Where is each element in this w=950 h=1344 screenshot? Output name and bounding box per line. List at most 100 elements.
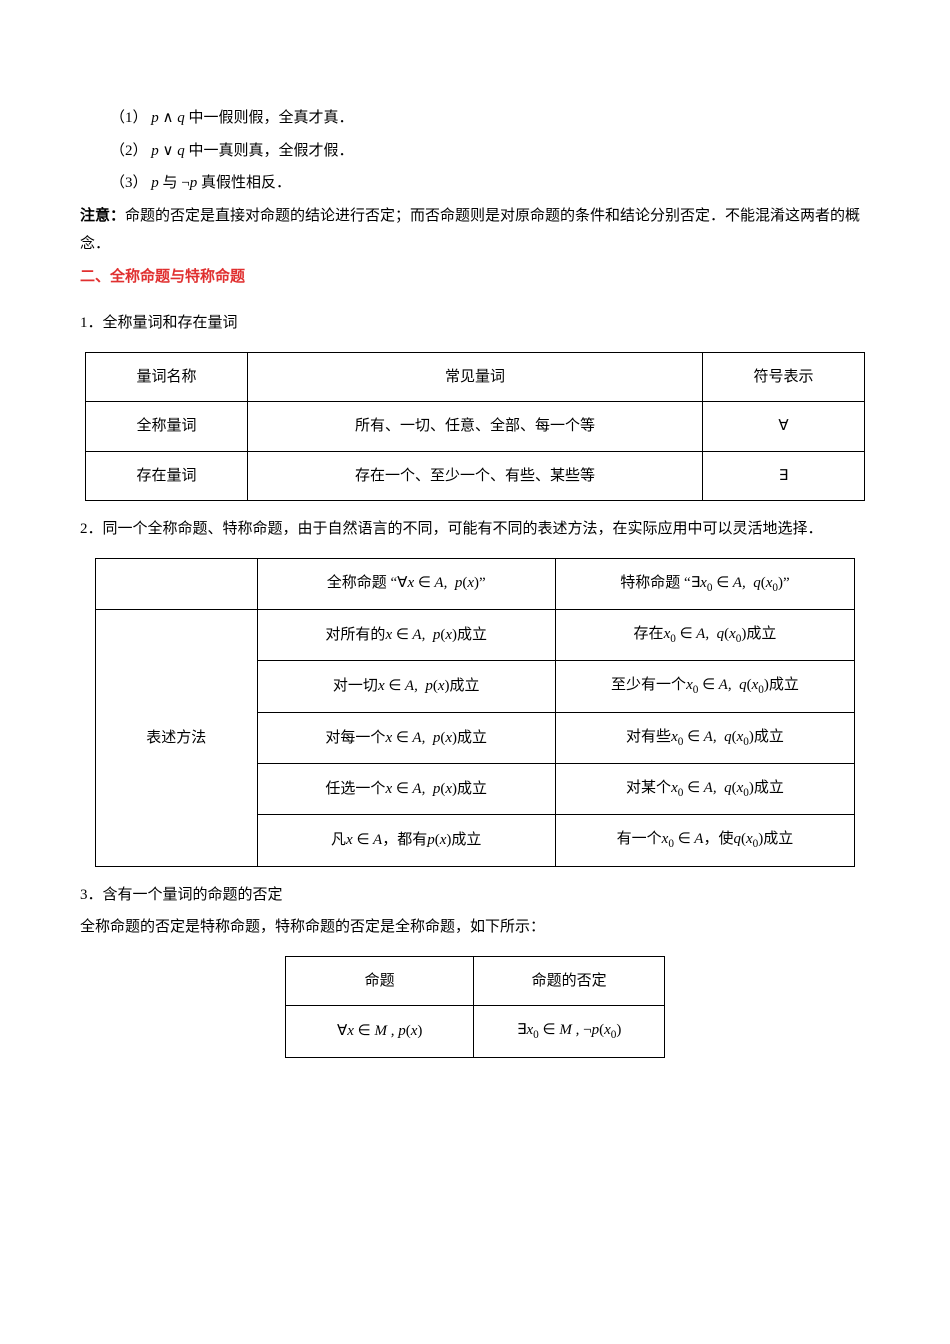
text: 全称命题 “ (327, 575, 397, 591)
t2-r1a: 对所有的x ∈ A, p(x)成立 (257, 609, 555, 660)
text: 存在 (634, 626, 664, 642)
math: x ∈ A, p(x) (385, 781, 457, 797)
math-p-or-q: p ∨ q (151, 143, 188, 159)
math-exists-m-neg: ∃x0 ∈ M , ¬p(x0) (517, 1022, 621, 1038)
item-3-mid: 与 (163, 175, 178, 191)
math-not-p: ¬p (181, 175, 201, 191)
t2-r2b: 至少有一个x0 ∈ A, q(x0)成立 (555, 661, 854, 712)
text: 成立 (769, 677, 799, 693)
negation-table: 命题 命题的否定 ∀x ∈ M , p(x) ∃x0 ∈ M , ¬p(x0) (285, 956, 665, 1058)
para-2: 2．同一个全称命题、特称命题，由于自然语言的不同，可能有不同的表述方法，在实际应… (80, 515, 870, 544)
text: 成立 (457, 730, 487, 746)
table-row: 表述方法 对所有的x ∈ A, p(x)成立 存在x0 ∈ A, q(x0)成立 (96, 609, 855, 660)
math: x ∈ A (346, 832, 382, 848)
para-3: 3．含有一个量词的命题的否定 (80, 881, 870, 910)
item-3-text: 真假性相反． (201, 175, 291, 191)
math: x ∈ A, p(x) (378, 678, 450, 694)
text: 任选一个 (325, 781, 385, 797)
text: 成立 (451, 832, 481, 848)
t1-r2c2: 存在一个、至少一个、有些、某些等 (247, 451, 702, 501)
text: ” (479, 575, 486, 591)
section-2-heading: 二、全称命题与特称命题 (80, 263, 870, 292)
t2-r4b: 对某个x0 ∈ A, q(x0)成立 (555, 764, 854, 815)
math-exists-qx0: ∃x0 ∈ A, q(x0) (691, 575, 783, 591)
math: q(x0) (733, 831, 763, 847)
t3-h1: 命题 (286, 956, 474, 1006)
table-row: 命题 命题的否定 (286, 956, 665, 1006)
text: 对某个 (626, 780, 671, 796)
t2-h2: 特称命题 “∃x0 ∈ A, q(x0)” (555, 558, 854, 609)
t1-r2c3: ∃ (703, 451, 865, 501)
text: 成立 (754, 780, 784, 796)
text: 成立 (457, 627, 487, 643)
t2-rowlabel: 表述方法 (96, 609, 258, 866)
item-2-num: （2） (110, 143, 148, 159)
math: p(x) (427, 832, 451, 848)
text: ” (783, 575, 790, 591)
item-3-num: （3） (110, 175, 148, 191)
t2-r3b: 对有些x0 ∈ A, q(x0)成立 (555, 712, 854, 763)
math-p-and-q: p ∧ q (151, 110, 188, 126)
t2-r5b: 有一个x0 ∈ A，使q(x0)成立 (555, 815, 854, 866)
text: ，都有 (382, 832, 427, 848)
document-page: （1） p ∧ q 中一假则假，全真才真． （2） p ∨ q 中一真则真，全假… (0, 0, 950, 1344)
text: 对一切 (333, 678, 378, 694)
table-row: 全称命题 “∀x ∈ A, p(x)” 特称命题 “∃x0 ∈ A, q(x0)… (96, 558, 855, 609)
t3-r1c1: ∀x ∈ M , p(x) (286, 1006, 474, 1057)
item-1-num: （1） (110, 110, 148, 126)
table-row: 全称量词 所有、一切、任意、全部、每一个等 ∀ (86, 402, 865, 452)
t2-r4a: 任选一个x ∈ A, p(x)成立 (257, 764, 555, 815)
note-label: 注意： (80, 208, 125, 224)
para-4: 全称命题的否定是特称命题，特称命题的否定是全称命题，如下所示： (80, 913, 870, 942)
table-row: ∀x ∈ M , p(x) ∃x0 ∈ M , ¬p(x0) (286, 1006, 665, 1057)
t3-h2: 命题的否定 (474, 956, 665, 1006)
text: ，使 (703, 831, 733, 847)
para-1: 1．全称量词和存在量词 (80, 309, 870, 338)
expression-table: 全称命题 “∀x ∈ A, p(x)” 特称命题 “∃x0 ∈ A, q(x0)… (95, 558, 855, 867)
math-forall-m: ∀x ∈ M , p(x) (337, 1023, 422, 1039)
t2-r2a: 对一切x ∈ A, p(x)成立 (257, 661, 555, 712)
text: 对有些 (626, 729, 671, 745)
note-body: 命题的否定是直接对命题的结论进行否定；而否命题则是对原命题的条件和结论分别否定．… (80, 208, 860, 253)
t1-h2: 常见量词 (247, 352, 702, 402)
t2-r3a: 对每一个x ∈ A, p(x)成立 (257, 712, 555, 763)
item-3: （3） p 与 ¬p 真假性相反． (110, 169, 870, 198)
t2-h1: 全称命题 “∀x ∈ A, p(x)” (257, 558, 555, 609)
text: 对每一个 (325, 730, 385, 746)
math-forall-px: ∀x ∈ A, p(x) (397, 575, 479, 591)
t3-r1c2: ∃x0 ∈ M , ¬p(x0) (474, 1006, 665, 1057)
math: x0 ∈ A, q(x0) (671, 780, 754, 796)
text: 成立 (754, 729, 784, 745)
table-row: 存在量词 存在一个、至少一个、有些、某些等 ∃ (86, 451, 865, 501)
math: x0 ∈ A (662, 831, 704, 847)
text: 成立 (763, 831, 793, 847)
t2-empty (96, 558, 258, 609)
text: 至少有一个 (611, 677, 686, 693)
item-1: （1） p ∧ q 中一假则假，全真才真． (110, 104, 870, 133)
math-p: p (151, 175, 162, 191)
t2-r5a: 凡x ∈ A，都有p(x)成立 (257, 815, 555, 866)
text: 成立 (746, 626, 776, 642)
t2-r1b: 存在x0 ∈ A, q(x0)成立 (555, 609, 854, 660)
text: 成立 (457, 781, 487, 797)
item-1-text: 中一假则假，全真才真． (189, 110, 354, 126)
t1-r1c3: ∀ (703, 402, 865, 452)
text: 凡 (331, 832, 346, 848)
note-para: 注意：命题的否定是直接对命题的结论进行否定；而否命题则是对原命题的条件和结论分别… (80, 202, 870, 259)
text: 有一个 (617, 831, 662, 847)
text: 对所有的 (325, 627, 385, 643)
math: x0 ∈ A, q(x0) (686, 677, 769, 693)
text: 特称命题 “ (620, 575, 690, 591)
item-2: （2） p ∨ q 中一真则真，全假才假． (110, 137, 870, 166)
t1-h1: 量词名称 (86, 352, 248, 402)
item-2-text: 中一真则真，全假才假． (189, 143, 354, 159)
math: x ∈ A, p(x) (385, 730, 457, 746)
math: x ∈ A, p(x) (385, 627, 457, 643)
t1-r2c1: 存在量词 (86, 451, 248, 501)
t1-r1c2: 所有、一切、任意、全部、每一个等 (247, 402, 702, 452)
t1-h3: 符号表示 (703, 352, 865, 402)
t1-r1c1: 全称量词 (86, 402, 248, 452)
text: 成立 (450, 678, 480, 694)
math: x0 ∈ A, q(x0) (671, 729, 754, 745)
math: x0 ∈ A, q(x0) (664, 626, 747, 642)
